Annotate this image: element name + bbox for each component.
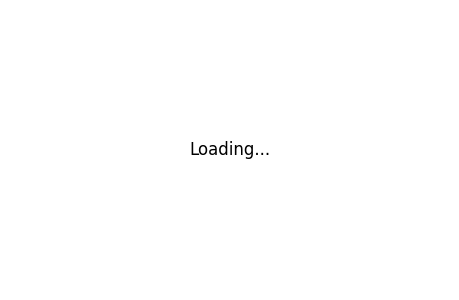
Text: Loading...: Loading... [189, 141, 270, 159]
